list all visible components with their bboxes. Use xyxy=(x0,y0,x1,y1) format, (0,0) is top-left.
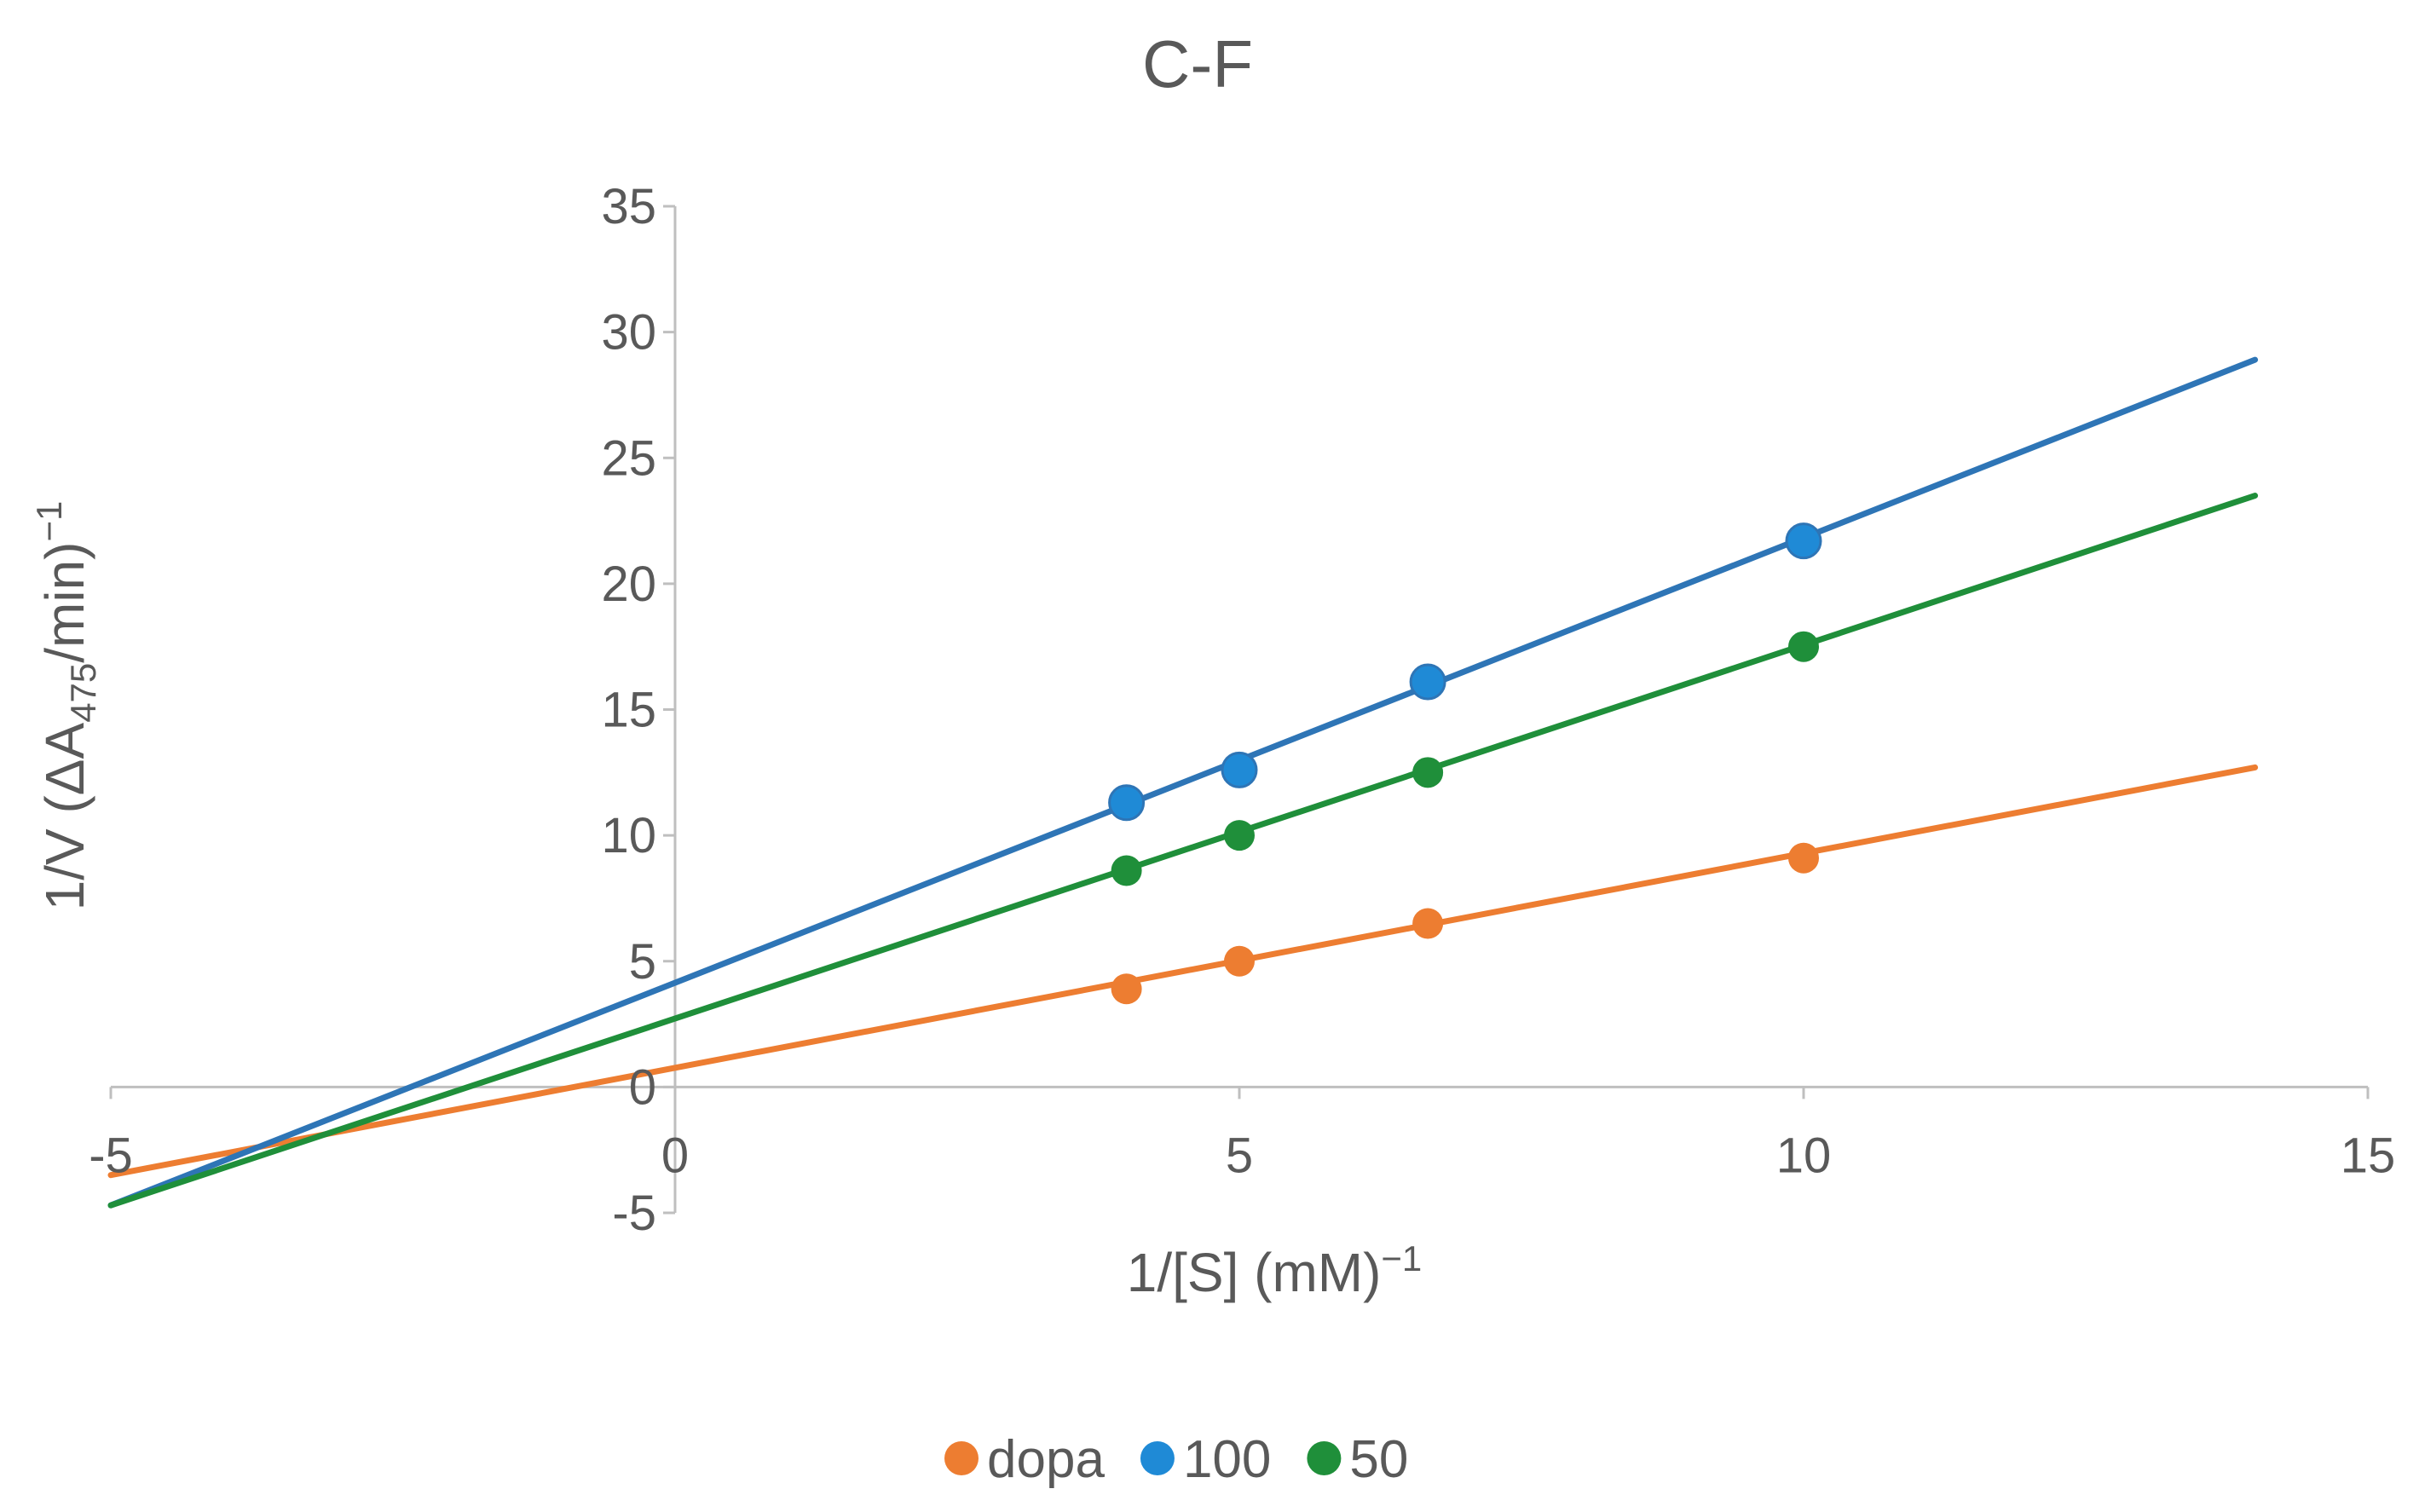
x-tick-label: 10 xyxy=(1776,1128,1832,1183)
x-tick-label: -5 xyxy=(89,1128,133,1183)
data-point-50 xyxy=(1111,855,1142,886)
data-point-100 xyxy=(1785,522,1822,560)
data-point-50 xyxy=(1788,631,1819,662)
legend-marker-100 xyxy=(1140,1441,1175,1475)
legend-marker-50 xyxy=(1307,1441,1342,1475)
data-point-100 xyxy=(1108,784,1146,822)
data-point-100 xyxy=(1221,751,1258,788)
markers xyxy=(1108,522,1822,1005)
chart-title: C-F xyxy=(1142,26,1253,101)
data-point-100 xyxy=(1409,663,1446,701)
y-tick-label: 15 xyxy=(601,683,656,738)
x-tick-label: 0 xyxy=(661,1128,689,1183)
y-tick-label: 30 xyxy=(601,305,656,361)
y-axis-label-sup: −1 xyxy=(29,501,69,542)
legend-label-50: 50 xyxy=(1349,1430,1408,1489)
data-point-dopa xyxy=(1788,842,1819,874)
y-tick-label: 10 xyxy=(601,808,656,863)
x-axis-label-sup: −1 xyxy=(1381,1238,1422,1278)
x-axis-label-text: 1/[S] (mM) xyxy=(1127,1242,1382,1303)
y-axis-label-pre: 1/V (ΔA xyxy=(34,722,95,910)
y-tick-label: 25 xyxy=(601,430,656,486)
x-tick-label: 15 xyxy=(2341,1128,2396,1183)
trendlines xyxy=(107,356,2259,1209)
trendline-50 xyxy=(107,493,2259,1209)
x-tick-label: 5 xyxy=(1226,1128,1253,1183)
y-tick-label: 20 xyxy=(601,557,656,612)
x-axis-label: 1/[S] (mM)−1 xyxy=(1127,1238,1423,1303)
data-point-50 xyxy=(1412,757,1444,788)
legend-marker-dopa xyxy=(944,1441,979,1475)
legend-label-100: 100 xyxy=(1183,1430,1271,1489)
y-axis-label-sub: 475 xyxy=(63,663,103,723)
data-point-50 xyxy=(1224,820,1255,851)
y-tick-label: -5 xyxy=(612,1186,656,1241)
y-axis-label: 1/V (ΔA475/min)−1 xyxy=(29,501,103,911)
legend-label-dopa: dopa xyxy=(987,1430,1105,1489)
y-tick-label: 5 xyxy=(629,934,656,990)
data-point-dopa xyxy=(1224,945,1255,977)
y-axis-label-post: /min) xyxy=(34,542,95,663)
axes xyxy=(109,205,2370,1215)
trendline-100 xyxy=(107,356,2259,1209)
y-tick-label: 35 xyxy=(601,179,656,234)
legend: dopa 100 50 xyxy=(944,1430,1408,1489)
data-point-dopa xyxy=(1111,973,1142,1005)
y-tick-label: 0 xyxy=(629,1059,656,1115)
trendline-dopa xyxy=(107,764,2259,1179)
data-point-dopa xyxy=(1412,908,1444,939)
